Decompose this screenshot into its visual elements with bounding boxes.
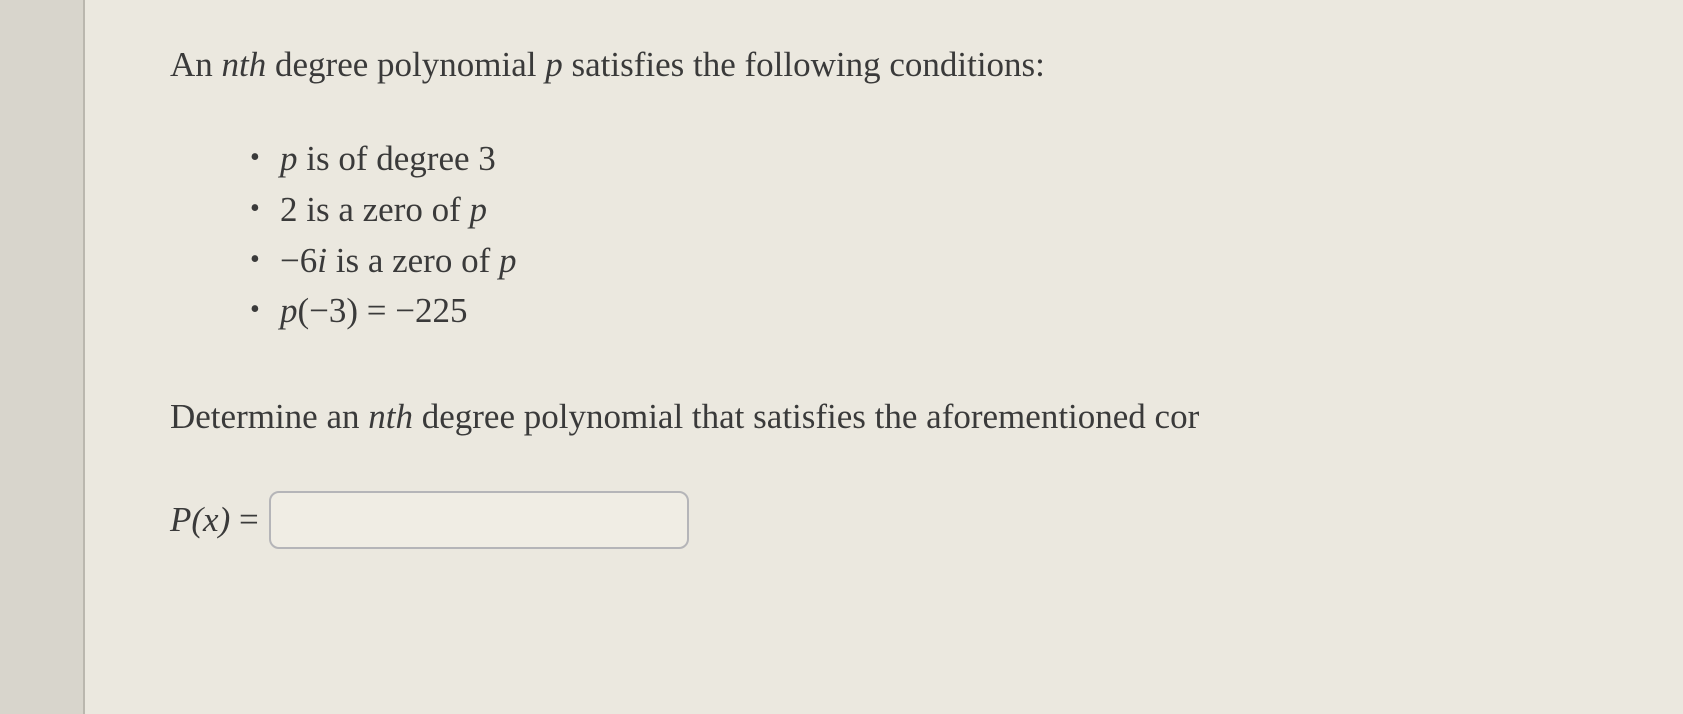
condition-3: −6i is a zero of p <box>250 236 1533 287</box>
answer-label: P(x) = <box>170 500 259 540</box>
intro-nth: nth <box>222 45 267 84</box>
prompt-nth: nth <box>368 397 413 436</box>
answer-label-x: (x) <box>191 500 239 539</box>
condition-2-p: p <box>470 190 488 229</box>
problem-content: An nth degree polynomial p satisfies the… <box>170 40 1533 549</box>
condition-3-p: p <box>499 241 517 280</box>
answer-label-P: P <box>170 500 191 539</box>
condition-3-i: i <box>317 241 327 280</box>
intro-suffix: satisfies the following conditions: <box>563 45 1045 84</box>
condition-2: 2 is a zero of p <box>250 185 1533 236</box>
prompt-text: Determine an nth degree polynomial that … <box>170 392 1533 441</box>
condition-4-p: p <box>280 291 298 330</box>
condition-3-middle: is a zero of <box>327 241 499 280</box>
condition-1: p is of degree 3 <box>250 134 1533 185</box>
condition-2-prefix: 2 is a zero of <box>280 190 470 229</box>
prompt-prefix: Determine an <box>170 397 368 436</box>
intro-middle: degree polynomial <box>266 45 545 84</box>
condition-4-text: (−3) = −225 <box>298 291 468 330</box>
answer-row: P(x) = <box>170 491 1533 549</box>
conditions-list: p is of degree 3 2 is a zero of p −6i is… <box>250 134 1533 337</box>
intro-text: An nth degree polynomial p satisfies the… <box>170 40 1533 89</box>
condition-4: p(−3) = −225 <box>250 286 1533 337</box>
condition-1-text: is of degree 3 <box>298 139 496 178</box>
intro-p: p <box>545 45 563 84</box>
condition-1-p: p <box>280 139 298 178</box>
condition-3-prefix: −6 <box>280 241 317 280</box>
answer-equals: = <box>239 500 259 539</box>
answer-input[interactable] <box>269 491 689 549</box>
prompt-suffix: degree polynomial that satisfies the afo… <box>413 397 1199 436</box>
intro-prefix: An <box>170 45 222 84</box>
